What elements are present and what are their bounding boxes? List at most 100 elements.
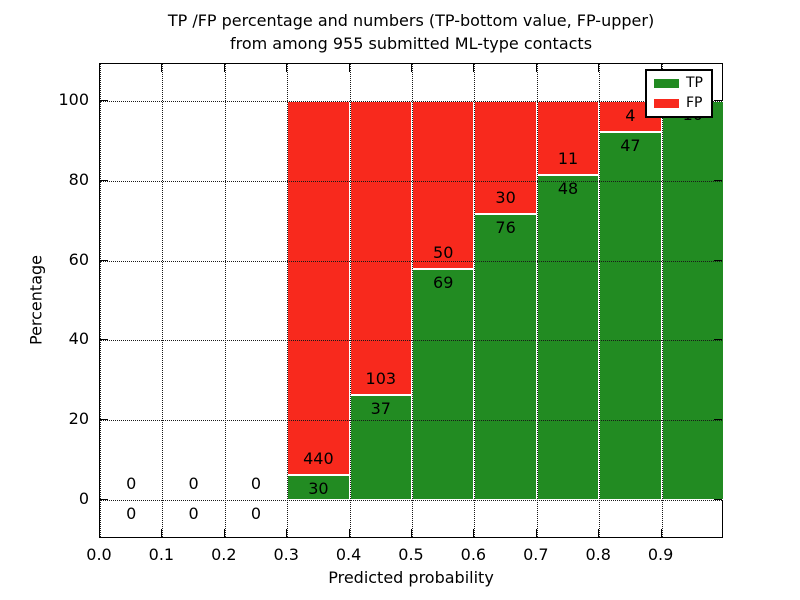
y-tick-label: 60 bbox=[68, 249, 89, 269]
x-axis-label: Predicted probability bbox=[328, 568, 494, 587]
bars-layer bbox=[100, 64, 724, 537]
fp-bar-segment bbox=[536, 101, 600, 176]
tp-count-label: 47 bbox=[620, 136, 641, 156]
fp-bar-segment bbox=[287, 101, 350, 475]
fp-count-label: 0 bbox=[250, 474, 262, 493]
y-tick-label: 40 bbox=[68, 329, 89, 349]
chart-title-line1: TP /FP percentage and numbers (TP-bottom… bbox=[167, 11, 655, 30]
x-tick-mark-top bbox=[598, 64, 600, 72]
tp-legend-swatch bbox=[654, 78, 679, 88]
y-tick-mark-right bbox=[714, 419, 722, 421]
tp-count-label: 0 bbox=[188, 504, 199, 523]
tp-count-label: 0 bbox=[250, 504, 262, 523]
grid-layer bbox=[100, 64, 722, 537]
x-tick-label: 0.7 bbox=[523, 545, 549, 564]
y-gridline bbox=[100, 101, 722, 102]
y-tick-mark-right bbox=[714, 339, 722, 341]
x-gridline bbox=[599, 64, 601, 537]
x-tick-label: 0.6 bbox=[460, 545, 487, 564]
x-gridline bbox=[224, 64, 226, 537]
y-tick-mark bbox=[100, 499, 108, 500]
y-gridline bbox=[100, 500, 722, 501]
fp-legend-label: FP bbox=[686, 95, 703, 111]
x-tick-label: 0.9 bbox=[647, 545, 674, 564]
fp-bar-segment bbox=[412, 101, 475, 269]
fp-count-label: 4 bbox=[625, 106, 636, 126]
tp-bar-segment bbox=[287, 474, 350, 500]
chart-title: TP /FP percentage and numbers (TP-bottom… bbox=[99, 9, 723, 55]
x-tick-mark-top bbox=[348, 64, 350, 72]
x-gridline bbox=[162, 64, 164, 537]
x-tick-label: 0.2 bbox=[211, 545, 237, 564]
x-gridline bbox=[349, 64, 351, 537]
y-tick-label: 100 bbox=[58, 90, 89, 109]
bar-annotations-layer: 0000004403010337506930761148447010 bbox=[100, 64, 722, 537]
x-tick-mark bbox=[535, 529, 537, 537]
fp-bar-segment bbox=[349, 101, 412, 395]
y-tick-mark bbox=[100, 259, 108, 261]
y-tick-mark-right bbox=[714, 179, 722, 181]
x-gridline bbox=[287, 64, 289, 537]
x-tick-mark-top bbox=[161, 64, 163, 72]
x-gridline bbox=[100, 64, 101, 537]
tp-count-label: 69 bbox=[433, 272, 454, 292]
x-tick-mark bbox=[223, 529, 225, 537]
x-tick-mark bbox=[473, 529, 475, 537]
x-tick-mark bbox=[348, 529, 350, 537]
chart-title-line2: from among 955 submitted ML-type contact… bbox=[229, 34, 593, 53]
x-gridline bbox=[474, 64, 476, 537]
legend: TP FP bbox=[645, 69, 713, 118]
x-tick-mark bbox=[99, 529, 100, 537]
x-tick-label: 0.8 bbox=[585, 545, 611, 564]
tp-count-label: 30 bbox=[308, 478, 329, 498]
x-gridline bbox=[536, 64, 538, 537]
fp-count-label: 11 bbox=[557, 149, 579, 169]
x-tick-mark bbox=[411, 529, 412, 537]
y-tick-mark-right bbox=[714, 499, 722, 500]
y-tick-mark bbox=[100, 100, 108, 101]
tp-bar-segment bbox=[599, 132, 662, 500]
plot-area: 0000004403010337506930761148447010 TP FP bbox=[99, 63, 724, 538]
y-gridline bbox=[100, 180, 722, 182]
x-tick-mark bbox=[286, 529, 288, 537]
y-tick-mark bbox=[100, 179, 108, 181]
tp-count-label: 37 bbox=[370, 398, 391, 418]
x-tick-label: 0.4 bbox=[335, 545, 362, 564]
x-tick-mark-top bbox=[223, 64, 225, 72]
y-tick-mark-right bbox=[714, 100, 722, 101]
fp-count-label: 440 bbox=[303, 448, 334, 468]
x-tick-label: 0.1 bbox=[148, 545, 175, 564]
x-tick-label: 0.0 bbox=[86, 545, 112, 564]
y-gridline bbox=[100, 260, 722, 262]
x-tick-mark-top bbox=[473, 64, 475, 72]
x-gridline bbox=[412, 64, 413, 537]
x-tick-mark-top bbox=[99, 64, 100, 72]
tp-legend-label: TP bbox=[686, 75, 703, 91]
x-tick-label: 0.3 bbox=[273, 545, 299, 564]
y-tick-label: 80 bbox=[68, 169, 89, 189]
ticks-layer bbox=[99, 64, 722, 537]
x-tick-mark bbox=[598, 529, 600, 537]
x-tick-label: 0.5 bbox=[398, 545, 424, 564]
fp-legend-swatch bbox=[654, 98, 679, 108]
fp-count-label: 103 bbox=[365, 368, 397, 388]
x-tick-mark-top bbox=[411, 64, 412, 72]
fp-count-label: 0 bbox=[188, 474, 199, 493]
y-tick-mark-right bbox=[714, 259, 722, 261]
y-tick-label: 0 bbox=[78, 489, 89, 508]
x-tick-mark bbox=[161, 529, 163, 537]
tp-count-label: 0 bbox=[126, 504, 137, 523]
fp-count-label: 50 bbox=[433, 242, 454, 262]
tp-count-label: 48 bbox=[557, 179, 579, 199]
y-tick-mark bbox=[100, 419, 108, 421]
x-gridline bbox=[661, 64, 663, 537]
y-tick-mark bbox=[100, 339, 108, 341]
y-gridline bbox=[100, 420, 722, 422]
fp-count-label: 0 bbox=[126, 474, 137, 493]
legend-entry-fp: FP bbox=[654, 96, 703, 110]
legend-entry-tp: TP bbox=[654, 76, 703, 90]
x-tick-mark-top bbox=[660, 64, 662, 72]
x-tick-mark-top bbox=[286, 64, 288, 72]
x-tick-mark-top bbox=[535, 64, 537, 72]
